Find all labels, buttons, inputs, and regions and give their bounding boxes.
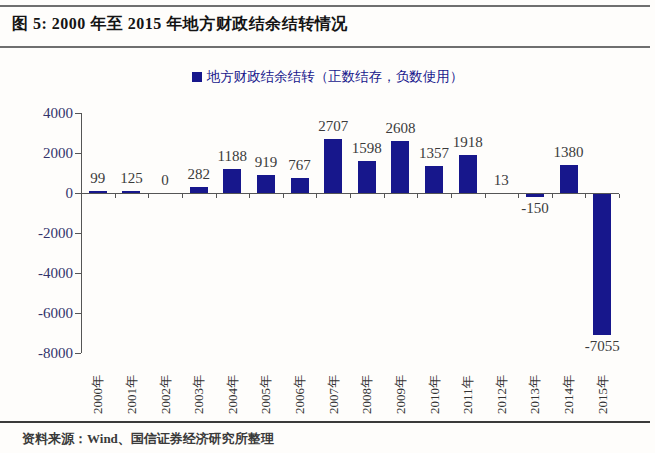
y-tick bbox=[75, 353, 81, 354]
source-note: 资料来源：Wind、国信证券经济研究所整理 bbox=[22, 430, 274, 448]
x-axis-label: 2008年 bbox=[359, 375, 374, 414]
category-tick bbox=[249, 194, 250, 198]
category-tick bbox=[619, 194, 620, 198]
source-divider bbox=[0, 421, 650, 423]
y-tick-label: 2000 bbox=[15, 144, 73, 162]
value-label: 2707 bbox=[318, 118, 348, 135]
x-axis-label: 2004年 bbox=[225, 375, 240, 414]
value-label: 282 bbox=[187, 166, 210, 183]
y-tick bbox=[75, 113, 81, 114]
bar-2014年 bbox=[560, 165, 578, 193]
x-axis-label: 2011年 bbox=[460, 375, 475, 414]
x-axis-label: 2014年 bbox=[561, 375, 576, 414]
category-tick bbox=[451, 194, 452, 198]
category-tick bbox=[316, 194, 317, 198]
category-tick bbox=[115, 194, 116, 198]
bar-2003年 bbox=[190, 187, 208, 193]
x-axis-label: 2005年 bbox=[258, 375, 273, 414]
x-axis-label: 2012年 bbox=[494, 375, 509, 414]
bar-2010年 bbox=[425, 166, 443, 193]
y-tick bbox=[75, 153, 81, 154]
category-tick bbox=[384, 194, 385, 198]
x-axis-label: 2000年 bbox=[90, 375, 105, 414]
x-axis-label: 2003年 bbox=[191, 375, 206, 414]
value-label: 2608 bbox=[385, 120, 415, 137]
value-label: 767 bbox=[288, 157, 311, 174]
x-axis-label: 2001年 bbox=[124, 375, 139, 414]
value-label: 1598 bbox=[352, 140, 382, 157]
bar-2001年 bbox=[122, 191, 140, 194]
value-label: 13 bbox=[494, 172, 509, 189]
category-tick bbox=[182, 194, 183, 198]
x-axis-label: 2006年 bbox=[292, 375, 307, 414]
x-axis-label: 2015年 bbox=[595, 375, 610, 414]
category-tick bbox=[552, 194, 553, 198]
y-tick-label: 4000 bbox=[15, 104, 73, 122]
x-axis-label: 2007年 bbox=[326, 375, 341, 414]
value-label: -150 bbox=[521, 200, 549, 217]
category-tick bbox=[417, 194, 418, 198]
x-axis-label: 2002年 bbox=[158, 375, 173, 414]
value-label: 1918 bbox=[453, 134, 483, 151]
y-tick-label: -8000 bbox=[15, 344, 73, 362]
y-tick-label: -4000 bbox=[15, 264, 73, 282]
category-tick bbox=[518, 194, 519, 198]
figure-container: 图 5: 2000 年至 2015 年地方财政结余结转情况 地方财政结余结转（正… bbox=[0, 0, 655, 453]
bar-2004年 bbox=[223, 169, 241, 193]
y-tick-label: -6000 bbox=[15, 304, 73, 322]
category-tick bbox=[283, 194, 284, 198]
value-label: 99 bbox=[90, 170, 105, 187]
y-tick bbox=[75, 273, 81, 274]
bar-2015年 bbox=[593, 194, 611, 335]
y-axis-line bbox=[81, 113, 82, 353]
value-label: 1188 bbox=[218, 148, 247, 165]
category-tick bbox=[585, 194, 586, 198]
category-tick bbox=[148, 194, 149, 198]
category-tick bbox=[350, 194, 351, 198]
y-tick bbox=[75, 313, 81, 314]
x-axis-label: 2009年 bbox=[393, 375, 408, 414]
value-label: 919 bbox=[255, 154, 278, 171]
bar-2006年 bbox=[291, 178, 309, 193]
value-label: 1380 bbox=[554, 144, 584, 161]
value-label: -7055 bbox=[585, 338, 620, 355]
value-label: 125 bbox=[120, 170, 143, 187]
x-axis-label: 2013年 bbox=[527, 375, 542, 414]
y-tick-label: -2000 bbox=[15, 224, 73, 242]
y-tick-label: 0 bbox=[15, 184, 73, 202]
category-tick bbox=[216, 194, 217, 198]
bar-2011年 bbox=[459, 155, 477, 193]
bar-2008年 bbox=[358, 161, 376, 193]
bar-2013年 bbox=[526, 194, 544, 197]
bar-2007年 bbox=[324, 139, 342, 193]
value-label: 1357 bbox=[419, 145, 449, 162]
x-axis-label: 2010年 bbox=[427, 375, 442, 414]
category-tick bbox=[485, 194, 486, 198]
y-tick bbox=[75, 233, 81, 234]
bar-2005年 bbox=[257, 175, 275, 193]
value-label: 0 bbox=[161, 172, 169, 189]
bar-chart: 4000 2000 0 -2000 -4000 -6000 -8000 99 2000年 125 2… bbox=[0, 0, 655, 453]
bar-2009年 bbox=[391, 141, 409, 193]
category-tick bbox=[81, 194, 82, 198]
bar-2000年 bbox=[89, 191, 107, 193]
